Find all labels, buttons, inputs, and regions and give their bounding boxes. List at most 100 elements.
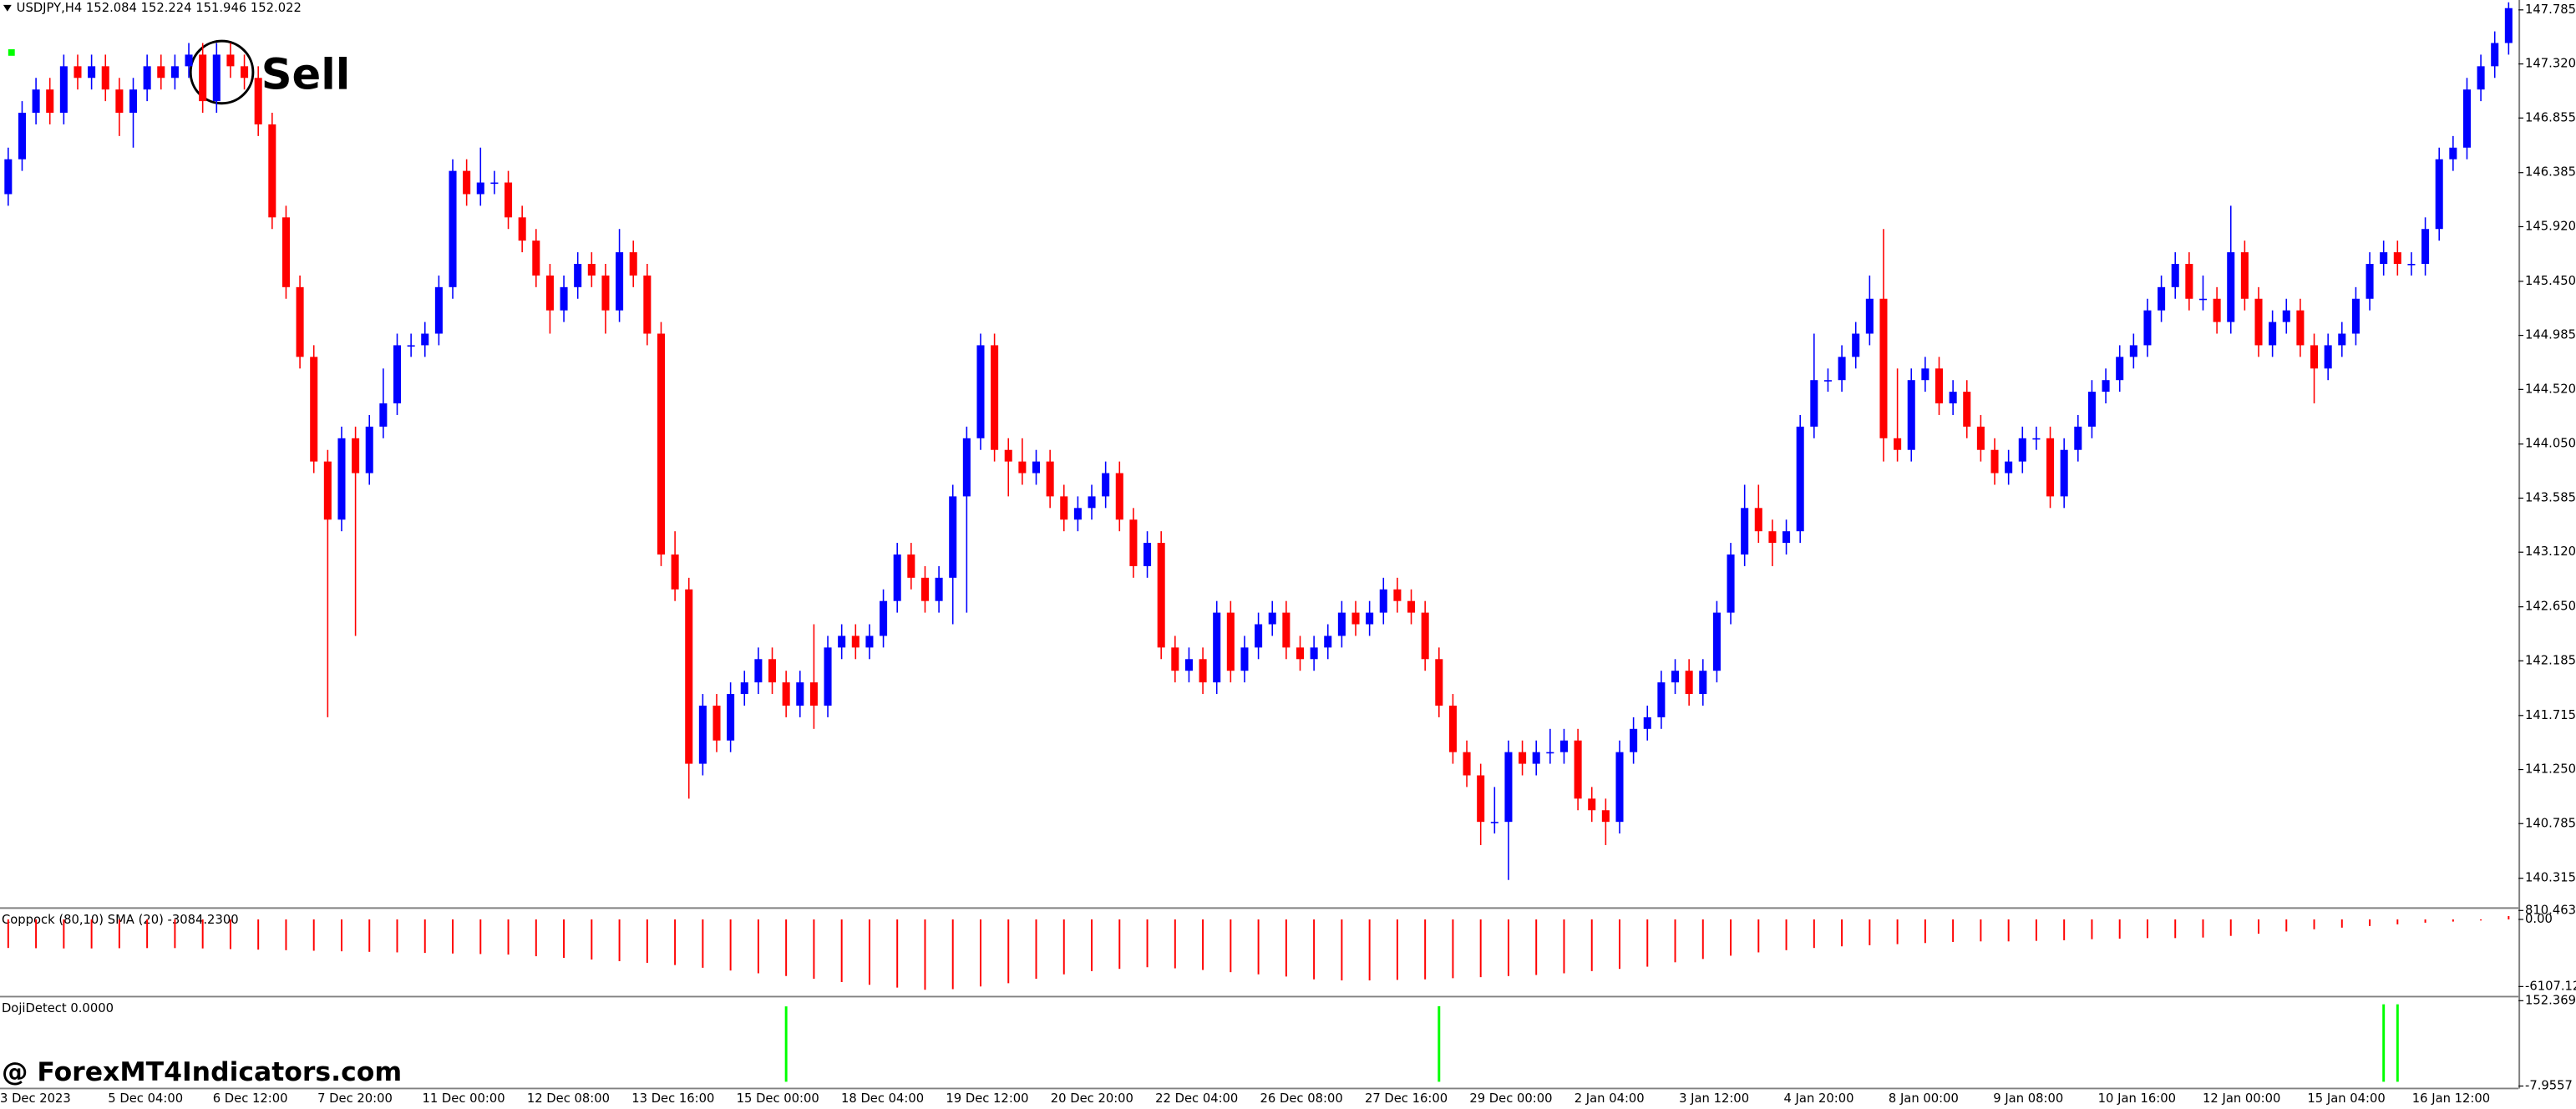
candle-body [1060,496,1068,520]
candle-body [1546,752,1554,754]
candle-body [143,66,151,90]
candle-body [1143,543,1152,566]
y-tick-label: 143.120 [2525,544,2576,559]
y-tick-label: 810.4635 [2525,903,2576,917]
x-tick-label: 11 Dec 00:00 [422,1091,505,1106]
candle-body [1379,589,1387,613]
candle-body [616,252,624,311]
candle-body [809,682,818,706]
candle-body [1421,612,1429,660]
candle-body [2227,252,2235,322]
candle-body [310,357,318,462]
y-tick-label: -7.9557 [2525,1079,2573,1093]
candle-body [1504,752,1513,823]
candle-body [2296,310,2305,346]
x-tick-label: 10 Jan 16:00 [2098,1091,2176,1106]
candle-body [727,694,735,741]
candle-body [185,54,193,67]
candle-body [1337,612,1346,636]
candle-body [2421,229,2430,264]
y-tick-label: -6107.123 [2525,979,2576,993]
x-tick-label: 2 Jan 04:00 [1575,1091,1645,1106]
candle-body [2032,438,2041,440]
x-tick-label: 9 Jan 08:00 [1993,1091,2063,1106]
candle-body [2005,461,2013,473]
candle-body [1032,461,1041,473]
candle-body [2491,43,2499,67]
candle-body [1018,461,1027,473]
candle-body [241,66,249,78]
candle-body [2198,298,2208,301]
x-tick-label: 5 Dec 04:00 [108,1091,183,1106]
candle-body [46,89,54,114]
candle-body [2282,310,2290,322]
candle-body [1949,392,1957,404]
candle-body [754,659,763,683]
candle-body [1741,508,1749,555]
sell-circle [189,39,255,105]
candle-body [587,263,596,276]
candle-body [935,577,943,601]
candle-body [1490,822,1498,823]
candle-body [199,54,207,102]
candle-body [1296,647,1305,660]
candle-body [532,241,540,276]
x-tick-label: 20 Dec 20:00 [1051,1091,1133,1106]
candle-body [1184,659,1193,671]
candle-body [2171,263,2179,287]
candle-body [421,333,429,346]
candle-body [1171,647,1179,671]
candle-body [1102,473,1110,497]
candle-body [1268,612,1276,625]
candle-body [254,78,262,124]
candle-body [2158,286,2166,311]
candle-body [1782,531,1791,544]
doji-label: DojiDetect 0.0000 [2,1001,114,1015]
y-tick-label: 144.050 [2525,437,2576,451]
candle-body [1519,752,1527,764]
x-tick-label: 15 Jan 04:00 [2307,1091,2385,1106]
candle-body [115,89,124,114]
candle-body [1463,752,1471,776]
x-tick-label: 27 Dec 16:00 [1365,1091,1448,1106]
candle-body [1351,612,1360,625]
candle-body [129,89,138,114]
candle-body [1366,612,1374,625]
candle-body [1657,682,1666,717]
candle-body [1073,508,1082,520]
candle-body [1754,508,1762,532]
candle-body [1046,461,1054,497]
candle-body [2087,392,2096,427]
candle-body [2116,357,2124,381]
candle-body [1588,798,1596,811]
candle-body [893,554,901,601]
watermark: @ ForexMT4Indicators.com [2,1057,402,1087]
x-tick-label: 4 Jan 20:00 [1783,1091,1853,1106]
candle-body [2185,263,2193,299]
candle-body [1643,717,1651,729]
candle-body [2351,298,2360,334]
candle-body [838,636,846,648]
x-tick-label: 26 Dec 08:00 [1260,1091,1343,1106]
status-dot [8,48,15,56]
candle-body [463,170,471,195]
candle-body [2102,380,2110,392]
candle-body [976,345,985,438]
candle-body [2269,322,2277,346]
candle-body [2462,89,2471,148]
candle-body [268,124,276,218]
candle-body [1088,496,1096,509]
y-tick-label: 140.785 [2525,816,2576,830]
candle-body [1671,671,1680,683]
x-tick-label: 7 Dec 20:00 [317,1091,393,1106]
x-tick-label: 16 Jan 12:00 [2412,1091,2490,1106]
candle-body [1532,752,1540,764]
candle-body [2240,252,2249,299]
x-tick-label: 6 Dec 12:00 [213,1091,288,1106]
candle-body [1448,705,1457,752]
x-tick-label: 19 Dec 12:00 [946,1091,1028,1106]
candle-body [1865,298,1874,334]
candle-body [2129,345,2137,357]
candle-body [365,426,373,473]
